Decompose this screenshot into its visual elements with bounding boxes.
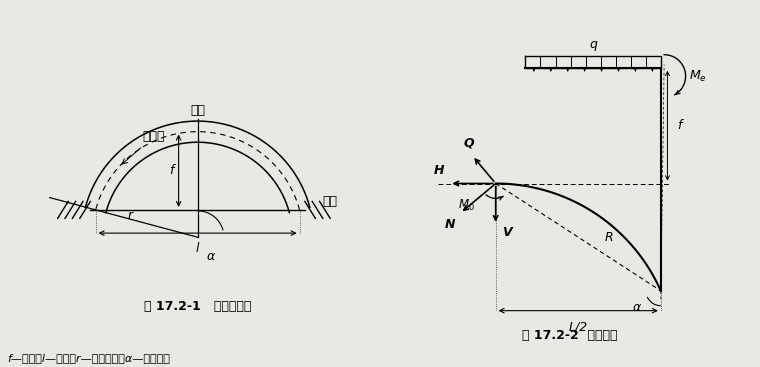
Text: l: l bbox=[196, 241, 199, 255]
Text: R: R bbox=[605, 231, 613, 244]
Text: α: α bbox=[633, 301, 641, 314]
Text: V: V bbox=[502, 226, 512, 239]
Text: 拱脚: 拱脚 bbox=[323, 195, 337, 208]
Text: f—矢高；l—跨度；r—圆弧半径；α—半弧心角: f—矢高；l—跨度；r—圆弧半径；α—半弧心角 bbox=[8, 353, 170, 363]
Text: 图 17.2-2  拱身内力: 图 17.2-2 拱身内力 bbox=[522, 329, 618, 342]
Text: Q: Q bbox=[464, 136, 474, 149]
Text: f: f bbox=[677, 119, 682, 132]
Text: α: α bbox=[206, 250, 214, 263]
Text: $M_e$: $M_e$ bbox=[689, 69, 707, 84]
Text: H: H bbox=[434, 164, 445, 177]
Text: 拱顶: 拱顶 bbox=[190, 104, 205, 117]
Text: L/2: L/2 bbox=[568, 321, 588, 334]
Text: N: N bbox=[445, 218, 455, 231]
Text: $M_0$: $M_0$ bbox=[458, 198, 474, 214]
Text: f: f bbox=[169, 164, 173, 177]
Text: q: q bbox=[589, 39, 597, 51]
Text: r: r bbox=[128, 209, 133, 222]
Text: 图 17.2-1   圆弧无铰拱: 图 17.2-1 圆弧无铰拱 bbox=[144, 299, 252, 313]
Text: 拱轴线: 拱轴线 bbox=[122, 130, 165, 164]
